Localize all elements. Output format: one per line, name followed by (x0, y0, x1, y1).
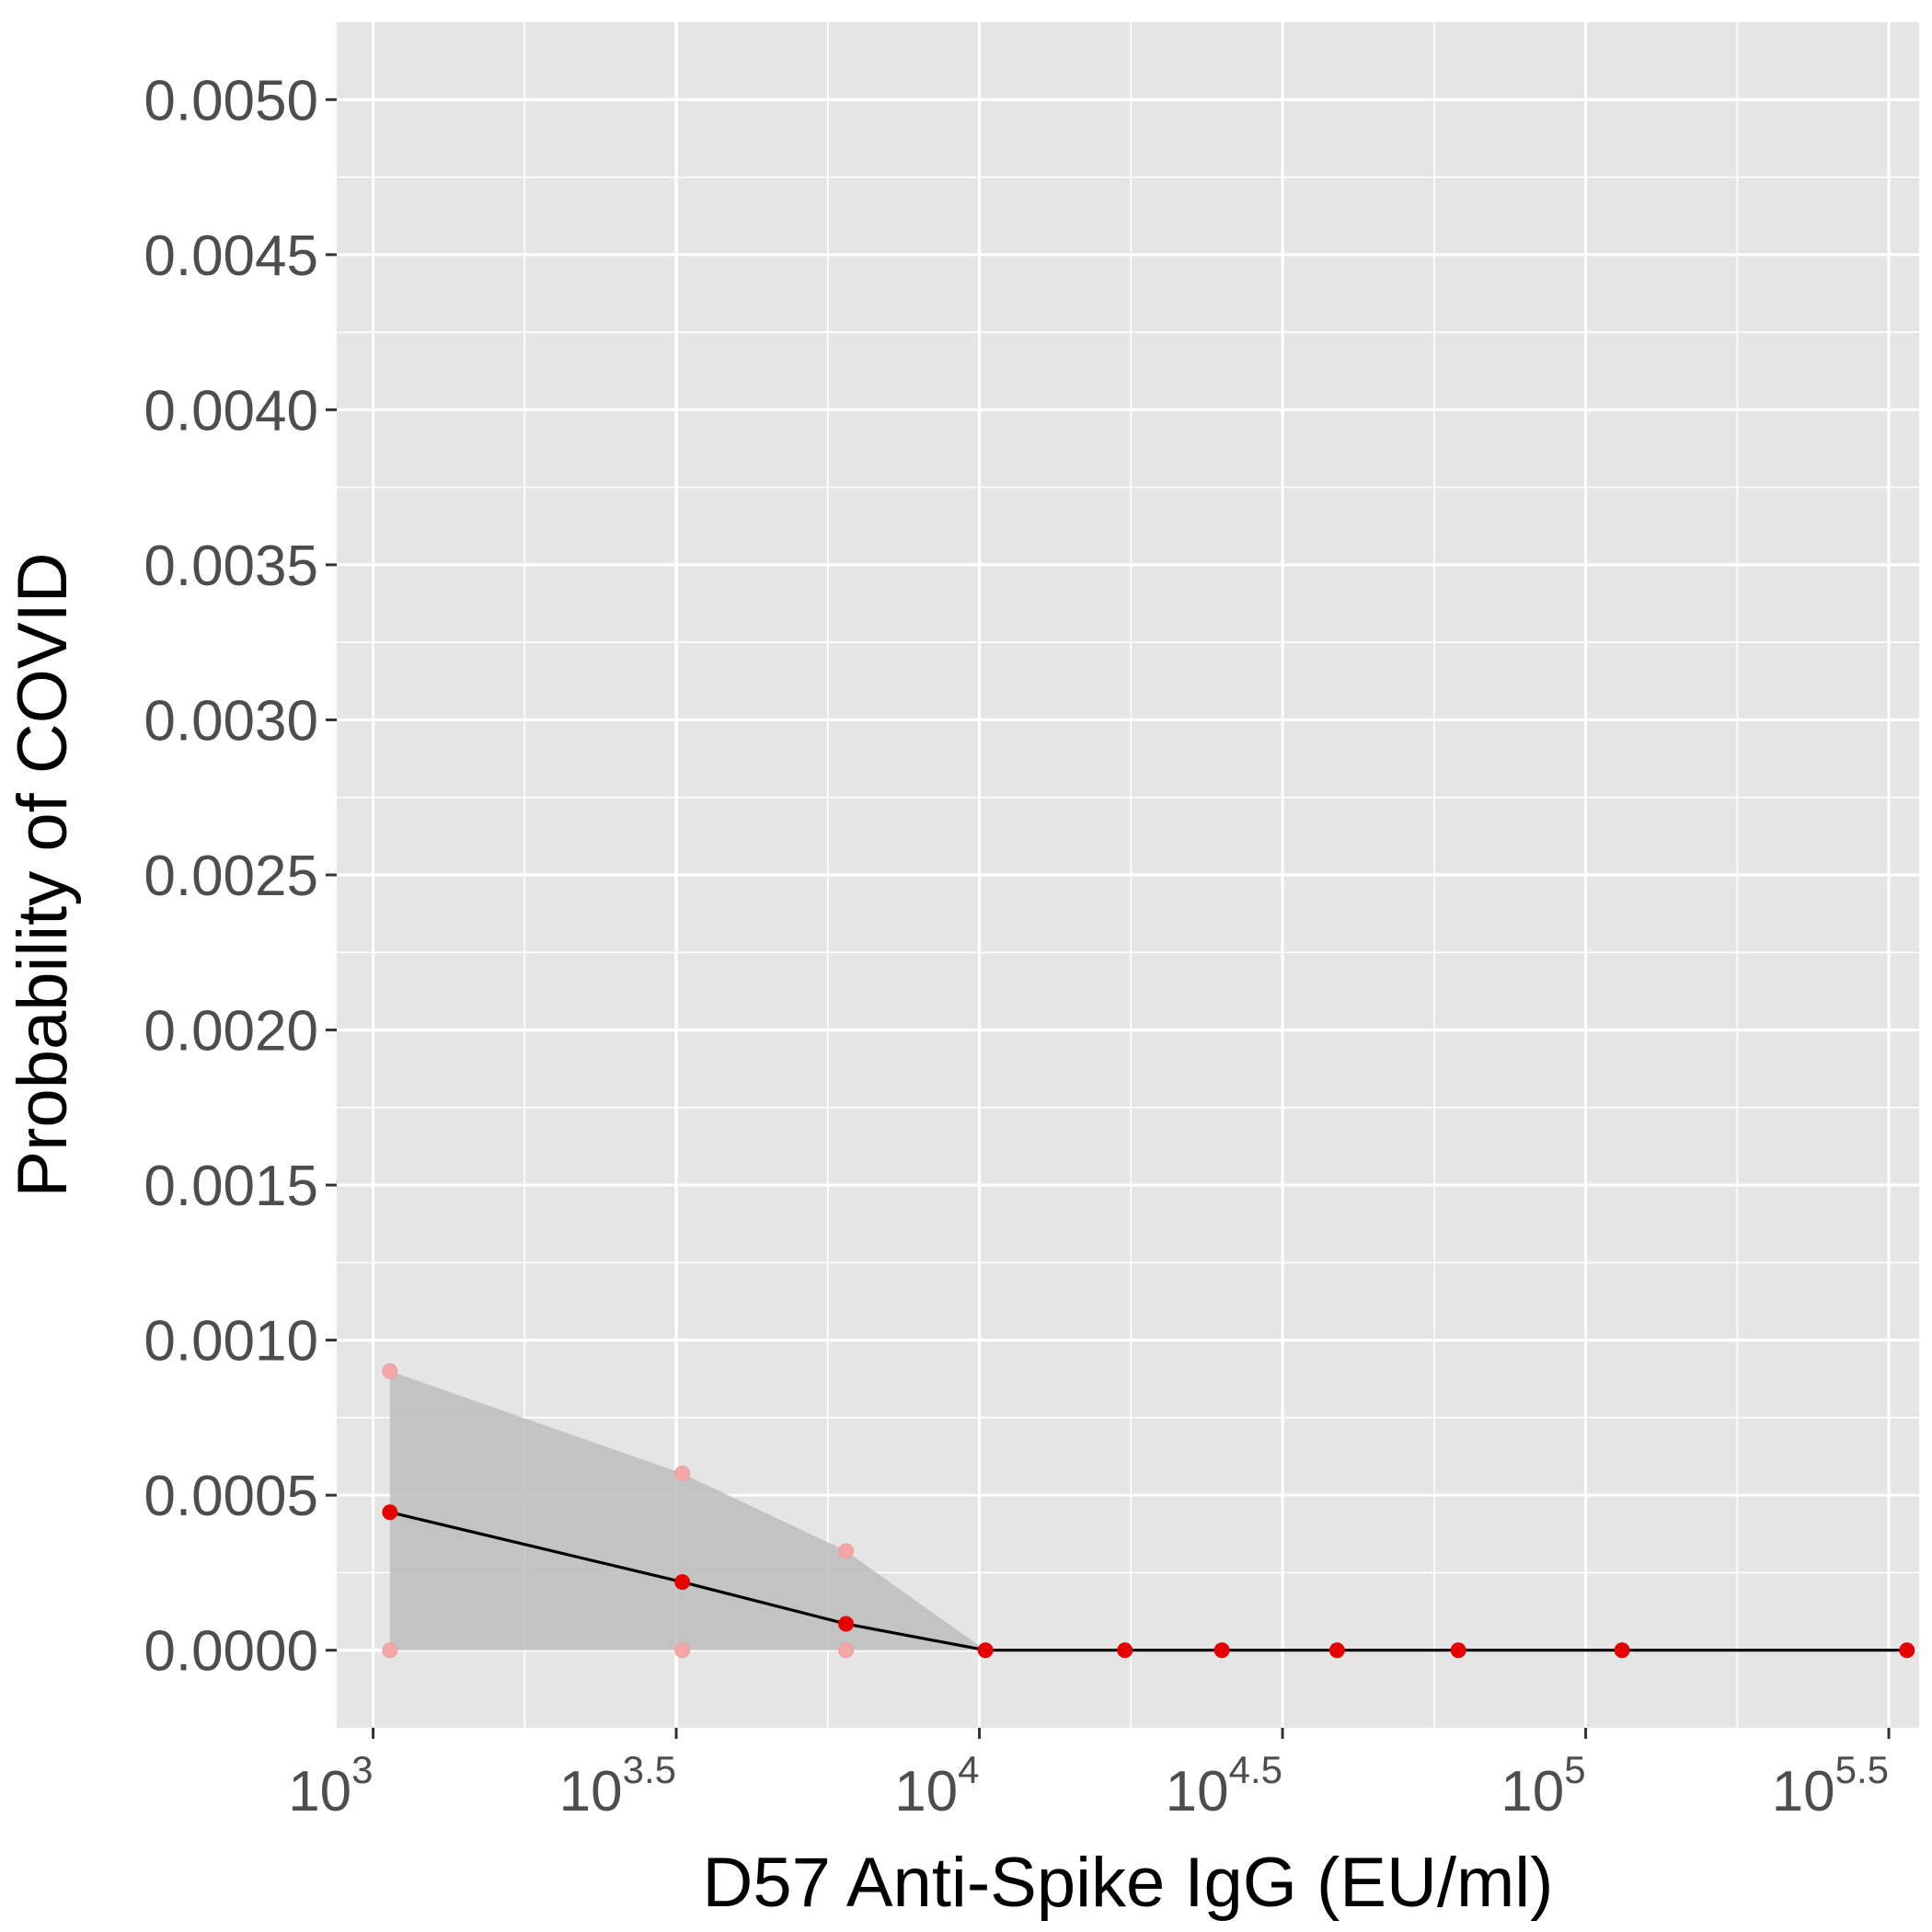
x-tick-label: 103.5 (559, 1748, 676, 1823)
ci-lower-point (674, 1642, 691, 1659)
ci-lower-point (382, 1642, 398, 1659)
x-axis: 103 103.5 104 104.5 105 105.5 (288, 1728, 1891, 1823)
y-tick-label: 0.0030 (144, 689, 318, 753)
y-tick-label: 0.0035 (144, 535, 318, 598)
confidence-band-area (389, 1371, 1907, 1650)
x-tick-label: 104.5 (1166, 1748, 1282, 1823)
ci-upper-point (838, 1543, 855, 1559)
estimate-line (389, 1511, 1907, 1652)
data-point (1899, 1642, 1915, 1659)
data-point (674, 1574, 691, 1591)
y-tick-label: 0.0045 (144, 224, 318, 288)
data-point (1117, 1642, 1133, 1659)
y-tick-label: 0.0005 (144, 1465, 318, 1528)
ci-points (382, 1363, 855, 1659)
data-point (1614, 1642, 1630, 1659)
grid-major (337, 22, 1919, 1728)
y-axis-title: Probability of COVID (4, 552, 82, 1197)
y-tick-label: 0.0010 (144, 1310, 318, 1374)
y-tick-label: 0.0015 (144, 1155, 318, 1218)
x-tick-label: 104 (894, 1748, 979, 1823)
data-point (382, 1504, 398, 1521)
y-tick-label: 0.0020 (144, 1000, 318, 1064)
ci-upper-point (674, 1466, 691, 1482)
x-tick-label: 105.5 (1772, 1748, 1889, 1823)
y-tick-label: 0.0025 (144, 845, 318, 908)
ci-lower-point (838, 1642, 855, 1659)
x-tick-label: 103 (288, 1748, 373, 1823)
data-point (1328, 1642, 1345, 1659)
data-point (838, 1616, 855, 1632)
y-axis: 0.0000 0.0005 0.0010 0.0015 0.0020 0.0025 0.00… (144, 69, 337, 1684)
estimate-points (382, 1504, 1915, 1659)
data-point (977, 1642, 994, 1659)
confidence-band (389, 1371, 1907, 1650)
y-tick-label: 0.0040 (144, 379, 318, 443)
ci-upper-point (382, 1363, 398, 1379)
x-axis-title: D57 Anti-Spike IgG (EU/ml) (703, 1844, 1554, 1922)
x-tick-label: 105 (1501, 1748, 1585, 1823)
y-tick-label: 0.0000 (144, 1620, 318, 1684)
estimate-line-path (389, 1511, 1907, 1652)
y-tick-label: 0.0050 (144, 69, 318, 132)
data-point (1213, 1642, 1230, 1659)
data-point (1450, 1642, 1466, 1659)
